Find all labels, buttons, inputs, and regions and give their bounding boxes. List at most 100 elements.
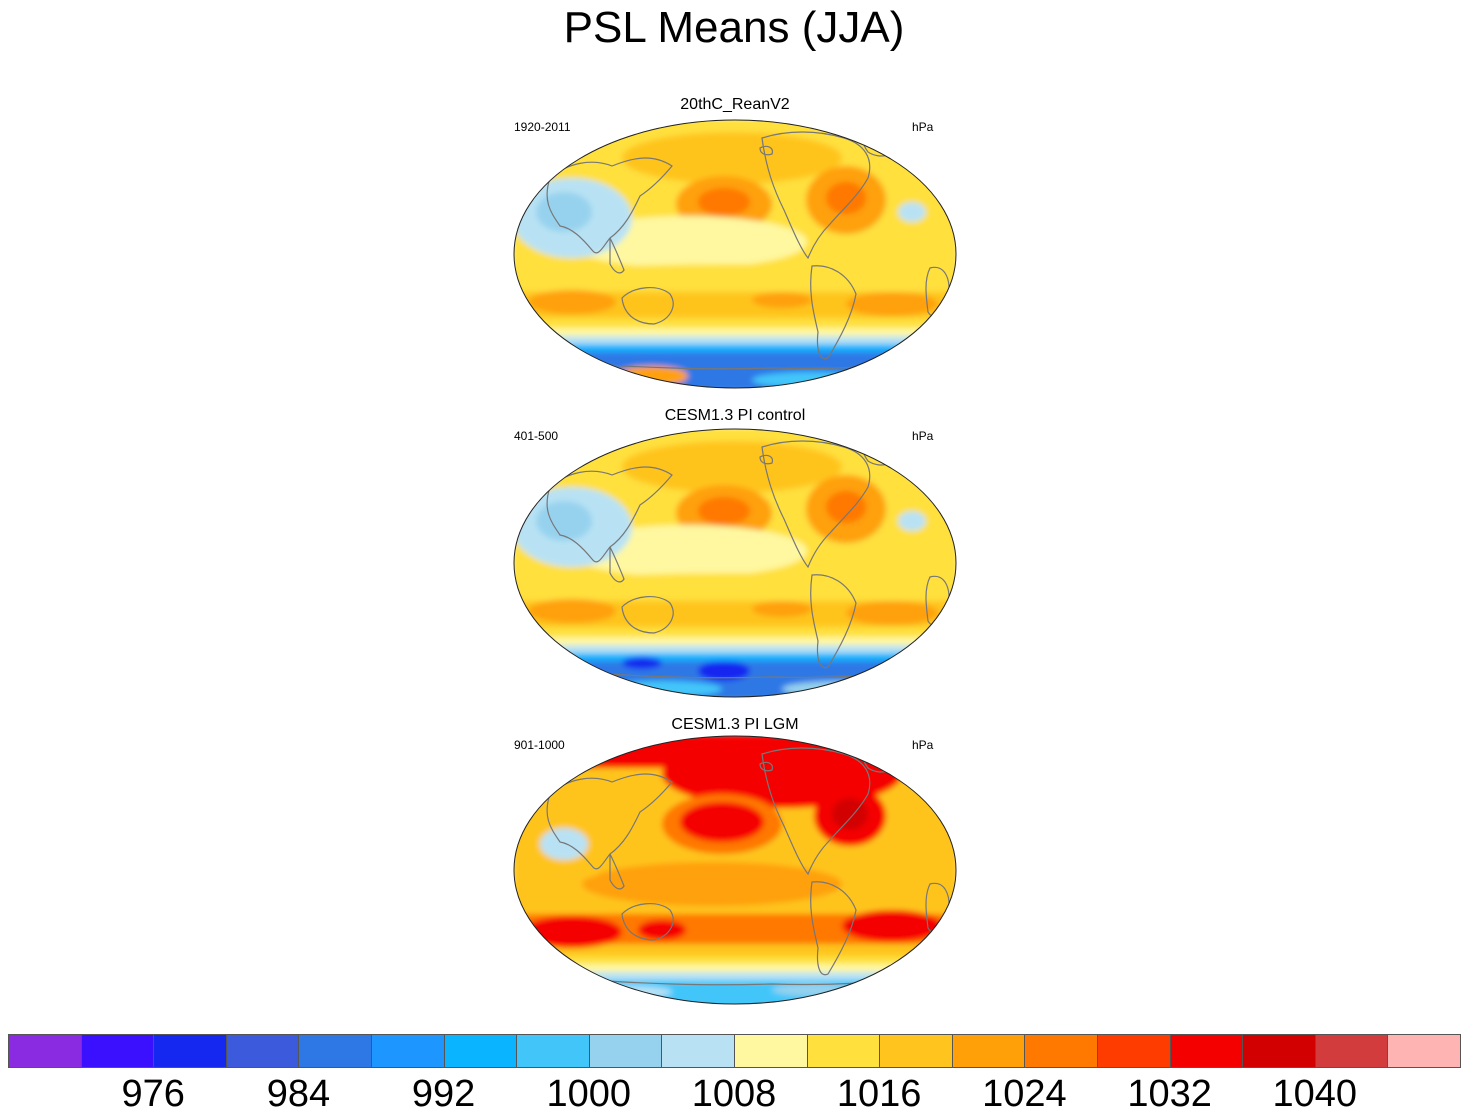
colorbar-box [1242, 1034, 1316, 1068]
south-pacific-high [752, 601, 812, 617]
colorbar-label: 984 [266, 1073, 331, 1115]
figure-title: PSL Means (JJA) [563, 3, 905, 52]
colorbar-box [80, 1034, 155, 1068]
colorbar-box [588, 1034, 663, 1068]
map-border [513, 428, 957, 698]
colorbar-box [443, 1034, 518, 1068]
panel-period: 901-1000 [514, 738, 565, 752]
south-atlantic-high [846, 601, 938, 625]
colorbar-label: 1000 [546, 1073, 632, 1115]
panel-period: 1920-2011 [514, 120, 571, 134]
psl-map-rean [513, 119, 957, 389]
asia-low-core [536, 501, 592, 541]
band-1016 [514, 627, 956, 637]
panel-period: 401-500 [514, 429, 559, 443]
colorbar-box [1169, 1034, 1244, 1068]
panel-title: CESM1.3 PI LGM [671, 716, 799, 733]
band-1004 [514, 972, 956, 980]
pacific-high-core [698, 188, 750, 216]
atlantic-high-core [832, 798, 868, 830]
coastline [609, 853, 625, 890]
coastline [609, 546, 625, 583]
band-1008 [514, 637, 956, 645]
colorbar-box [951, 1034, 1026, 1068]
indian-sector-low [622, 657, 662, 669]
colorbar-box [734, 1034, 808, 1068]
tropical-band [582, 862, 842, 906]
coastline [621, 596, 674, 634]
polar-ring [622, 132, 842, 184]
band-1004 [514, 645, 956, 653]
indian-ocean-high [528, 290, 616, 314]
southern-ocean-low [514, 352, 956, 388]
north-africa-low [898, 511, 926, 531]
colorbar-box [1097, 1034, 1171, 1068]
coastline [810, 881, 857, 976]
colorbar-box [225, 1034, 300, 1068]
coastline [546, 466, 673, 563]
colorbar-box [1387, 1034, 1461, 1068]
colorbar-box [8, 1034, 82, 1068]
colorbar-box [298, 1034, 372, 1068]
map-panel-2: CESM1.3 PI control 401-500 hPa [480, 401, 990, 701]
south-atlantic-high [846, 292, 938, 316]
map-border [513, 735, 957, 1005]
coastline [810, 574, 857, 669]
colorbar-label: 1024 [982, 1073, 1067, 1115]
coastline [810, 265, 857, 360]
panel-title: 20thC_ReanV2 [680, 96, 790, 113]
coastline [609, 237, 625, 274]
panel-units: hPa [912, 429, 934, 443]
australia-high [638, 920, 686, 940]
atlantic-high-core [826, 182, 866, 214]
colorbar-box [661, 1034, 735, 1068]
psl-map-pi-control [513, 428, 957, 698]
antarctic-patch [772, 984, 852, 996]
band-1016 [514, 956, 956, 964]
panel-units: hPa [912, 120, 934, 134]
indian-ocean-high [528, 599, 616, 623]
colorbar-box [879, 1034, 953, 1068]
band-996 [514, 653, 956, 661]
colorbar [8, 1034, 1461, 1068]
asia-low [540, 828, 588, 860]
antarctic-patch [782, 681, 902, 697]
colorbar-label: 1040 [1272, 1073, 1358, 1115]
colorbar-label: 992 [411, 1073, 476, 1115]
panel-title: CESM1.3 PI control [664, 407, 806, 424]
coastline [546, 157, 673, 254]
south-pacific-high [752, 292, 812, 308]
equatorial-band [532, 573, 932, 601]
panel-units: hPa [912, 738, 934, 752]
map-border [513, 119, 957, 389]
south-atlantic-high [842, 910, 942, 942]
map-panel-3: CESM1.3 PI LGM 901-1000 hPa [480, 710, 990, 1010]
asia-low-core [536, 192, 592, 232]
colorbar-label: 1016 [836, 1073, 922, 1115]
pacific-high-core [680, 802, 764, 842]
colorbar-label: 1032 [1127, 1073, 1212, 1115]
band-1004 [514, 336, 956, 344]
polar-ring [622, 441, 842, 493]
coastline [759, 454, 773, 465]
colorbar-box [806, 1034, 881, 1068]
colorbar-box [1314, 1034, 1389, 1068]
colorbar-label: 976 [121, 1073, 185, 1115]
colorbar-label: 1008 [691, 1073, 777, 1115]
band-996 [514, 344, 956, 352]
coastline [621, 287, 674, 325]
coastline [759, 761, 773, 772]
coastline [761, 747, 871, 876]
southern-ocean-low [514, 980, 956, 1004]
coastline [759, 145, 773, 156]
coastline [761, 440, 871, 569]
colorbar-box [153, 1034, 227, 1068]
coastline [621, 903, 674, 941]
pacific-high-core [698, 497, 750, 525]
atlantic-high-core [826, 491, 866, 523]
equatorial-band [532, 264, 932, 292]
colorbar-box [1024, 1034, 1098, 1068]
indian-ocean-high [522, 916, 622, 948]
map-panel-1: 20thC_ReanV2 1920-2011 hPa [480, 92, 990, 392]
north-africa-low [898, 202, 926, 222]
